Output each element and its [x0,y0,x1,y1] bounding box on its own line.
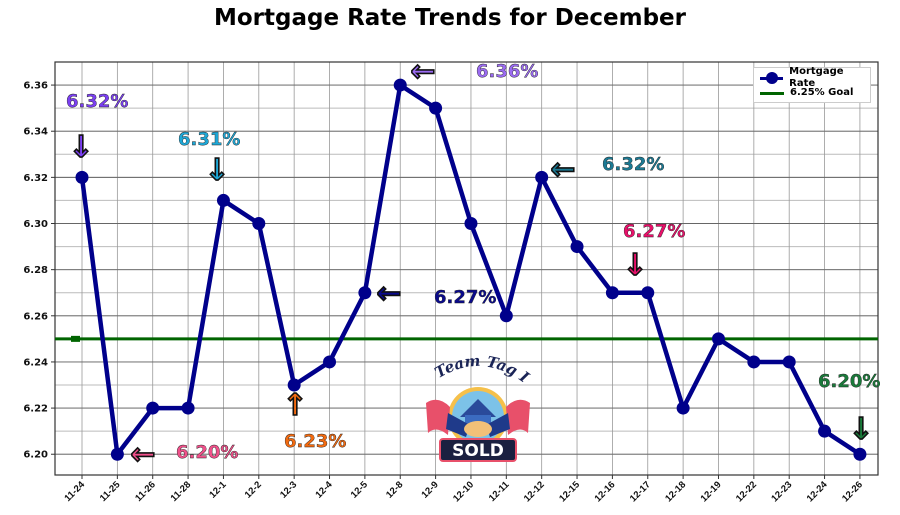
legend-marker-line [760,91,784,95]
x-tick-label: 12-16 [593,479,618,504]
legend-item-mortgage-rate: Mortgage Rate [760,66,870,89]
data-point [146,401,160,415]
arrow-down-icon: ↓ [622,248,649,283]
data-point [358,286,372,300]
y-tick-label: 6.30 [23,219,48,230]
x-tick-label: 11-24 [63,479,88,504]
goal-marker [71,335,80,342]
data-point [287,378,301,392]
legend: Mortgage Rate 6.25% Goal [753,66,871,103]
y-tick-label: 6.36 [23,81,48,92]
legend-label: Mortgage Rate [789,66,844,89]
x-tick-label: 12-8 [384,479,405,500]
x-tick-label: 12-9 [419,479,440,500]
data-point [181,401,195,415]
plot-frame [54,61,879,476]
y-tick-label: 6.32 [23,173,48,184]
x-tick-label: 12-10 [451,479,476,504]
y-tick-label: 6.24 [23,357,48,368]
x-tick-label: 12-11 [487,479,512,504]
data-point [464,217,478,231]
data-point [429,101,443,115]
data-point [818,424,832,438]
x-tick-label: 12-26 [840,479,865,504]
data-point [110,447,124,461]
svg-text:SOLD: SOLD [452,441,504,461]
arrow-left-icon: ← [130,437,157,472]
data-point [499,309,513,323]
data-point [535,170,549,184]
legend-label: 6.25% Goal [790,87,854,98]
x-tick-label: 11-25 [98,479,123,504]
annotation-label: 6.23% [284,431,347,452]
y-tick-label: 6.20 [23,450,48,461]
data-point [393,78,407,92]
annotation-label: 6.27% [623,221,686,242]
x-tick-label: 12-1 [207,479,229,501]
data-point [711,332,725,346]
y-tick-label: 6.26 [23,311,48,322]
data-point [782,355,796,369]
y-tick-label: 6.34 [23,127,48,138]
x-tick-label: 12-24 [805,479,830,504]
y-tick-label: 6.28 [23,265,48,276]
annotation-label: 6.20% [176,442,239,463]
x-tick-label: 12-18 [663,479,688,504]
arrow-up-icon: ↑ [282,388,309,423]
data-point [323,355,337,369]
annotation-label: 6.31% [178,129,241,150]
data-point [853,447,867,461]
y-tick-label: 6.22 [23,404,48,415]
data-point [641,286,655,300]
arrow-left-icon: ← [376,276,403,311]
x-tick-label: 12-15 [557,479,582,504]
x-tick-label: 12-12 [522,479,547,504]
data-point [747,355,761,369]
data-point [570,240,584,254]
legend-item-goal: 6.25% Goal [760,87,853,99]
annotation-label: 6.36% [476,61,539,82]
x-tick-label: 11-26 [133,479,158,504]
x-tick-label: 12-5 [349,479,371,501]
arrow-down-icon: ↓ [848,412,875,447]
x-tick-label: 12-3 [278,479,299,500]
x-tick-label: 12-19 [699,479,724,504]
annotation-label: 6.27% [434,287,497,308]
annotation-label: 6.32% [66,91,129,112]
data-point [75,170,89,184]
x-tick-label: 12-23 [769,479,794,504]
arrow-left-icon: ← [550,152,577,187]
annotation-label: 6.20% [818,371,881,392]
series [55,78,878,461]
data-point [676,401,690,415]
team-tag-it-logo: Team Tag It SOLD [415,341,538,470]
svg-text:Team Tag It: Team Tag It [418,355,533,387]
data-point [605,286,619,300]
x-tick-label: 12-2 [243,479,264,500]
x-tick-label: 12-22 [734,479,759,504]
arrow-down-icon: ↓ [204,153,231,188]
x-tick-label: 12-4 [313,479,335,501]
x-tick-label: 12-17 [628,479,653,504]
data-point [216,193,230,207]
annotation-label: 6.32% [602,154,665,175]
arrow-down-icon: ↓ [68,130,95,165]
arrow-left-icon: ← [410,54,437,89]
x-tick-label: 11-28 [169,479,194,504]
chart-title: Mortgage Rate Trends for December [213,5,686,31]
data-point [252,217,266,231]
legend-marker-circle [760,71,784,84]
